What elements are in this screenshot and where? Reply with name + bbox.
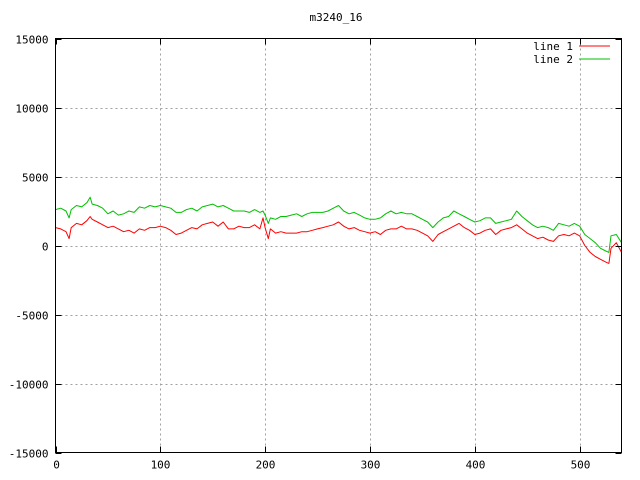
plot-frame <box>55 38 622 453</box>
series-line-1 <box>55 216 622 264</box>
axis-ticks: 0 100 200 300 400 500 -15000 -10000 -5000 0 5000 10… <box>9 34 622 472</box>
y-tick-label: 5000 <box>22 172 49 185</box>
chart-title: m3240_16 <box>310 11 363 24</box>
x-tick-label: 100 <box>151 459 171 472</box>
y-tick-label: 10000 <box>15 103 48 116</box>
series-line-2 <box>55 196 622 253</box>
x-tick-label: 500 <box>571 459 591 472</box>
y-tick-label: 15000 <box>15 34 48 47</box>
x-tick-label: 300 <box>361 459 381 472</box>
x-tick-label: 400 <box>466 459 486 472</box>
y-tick-label: -5000 <box>15 310 48 323</box>
legend-label-2: line 2 <box>533 53 573 66</box>
x-tick-label: 0 <box>53 459 60 472</box>
legend-label-1: line 1 <box>533 40 573 53</box>
series-lines <box>55 196 622 264</box>
y-tick-label: 0 <box>42 241 49 254</box>
x-tick-label: 200 <box>256 459 276 472</box>
y-tick-label: -10000 <box>9 379 49 392</box>
grid <box>55 38 622 453</box>
y-tick-label: -15000 <box>9 448 49 461</box>
